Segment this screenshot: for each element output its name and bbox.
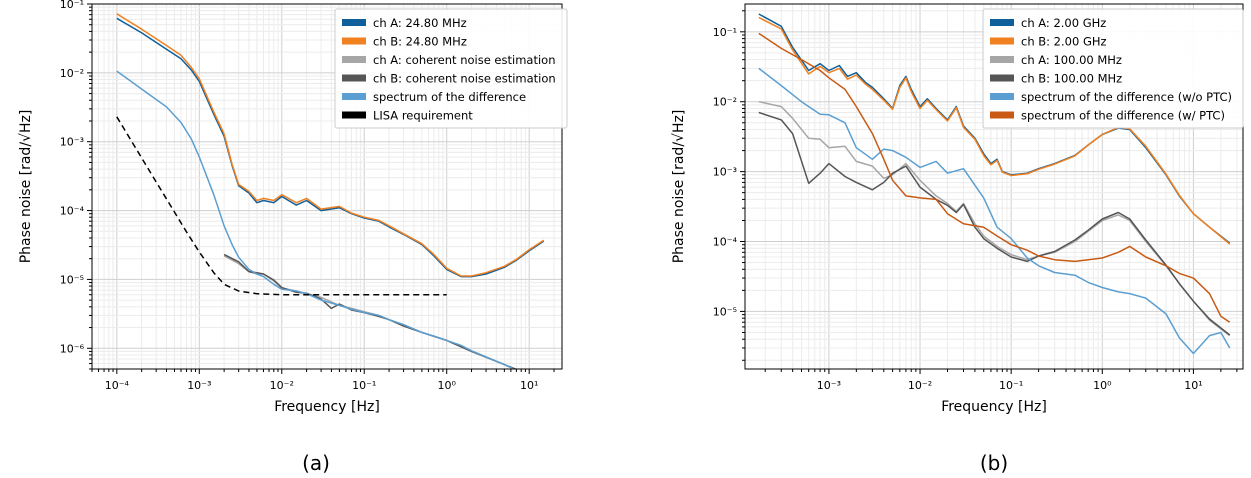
series-line-4 — [223, 253, 517, 369]
x-tick-label: 10⁻⁴ — [105, 379, 130, 392]
legend-label-2: ch B: 24.80 MHz — [373, 35, 467, 49]
legend-swatch-1 — [990, 19, 1014, 26]
y-axis-label: Phase noise [rad/√Hz] — [671, 110, 687, 264]
series-line-6 — [758, 32, 1231, 323]
x-tick-label: 10¹ — [1184, 379, 1202, 392]
legend-swatch-6 — [342, 111, 366, 119]
legend-swatch-2 — [990, 37, 1014, 45]
series-line-2 — [116, 13, 545, 277]
y-tick-label: 10⁻¹ — [713, 26, 737, 39]
series-group — [758, 13, 1231, 355]
chart-panel-a: 10⁻⁴ 10⁻³ 10⁻² 10⁻¹ 10⁰ 10¹ 10⁻⁶ 10⁻⁵ 10⁻⁴ 10⁻³ 10… — [18, 0, 568, 475]
legend-swatch-3 — [990, 56, 1014, 63]
x-tick-label: 10⁰ — [437, 379, 456, 392]
series-group — [116, 13, 545, 369]
legend-swatch-6 — [990, 111, 1014, 119]
y-tick-label: 10⁻² — [60, 67, 84, 80]
x-axis-label: Frequency [Hz] — [941, 399, 1047, 415]
legend-box — [334, 8, 568, 129]
y-tick-label: 10⁻² — [713, 96, 737, 109]
x-tick-label: 10⁻² — [270, 379, 294, 392]
y-tick-label: 10⁻³ — [713, 166, 737, 179]
legend-swatch-3 — [342, 56, 366, 63]
y-tick-label: 10⁻³ — [60, 136, 84, 149]
legend-label-2: ch B: 2.00 GHz — [1021, 35, 1107, 49]
legend-swatch-2 — [342, 37, 366, 45]
plot-frame — [744, 3, 1244, 370]
series-line-5 — [758, 67, 1231, 355]
legend-swatch-5 — [342, 93, 366, 100]
panel-label: (a) — [302, 451, 330, 475]
x-tick-label: 10⁻³ — [187, 379, 211, 392]
y-axis-label: Phase noise [rad/√Hz] — [18, 110, 34, 264]
x-tick-label: 10⁻² — [908, 379, 932, 392]
y-tick-label: 10⁻⁴ — [713, 236, 738, 249]
legend-swatch-5 — [990, 93, 1014, 100]
y-tick-label: 10⁻⁵ — [713, 305, 737, 318]
x-tick-label: 10⁻¹ — [352, 379, 376, 392]
legend-label-5: spectrum of the difference — [373, 90, 526, 104]
x-axis-label: Frequency [Hz] — [274, 399, 380, 415]
x-tick-label: 10⁰ — [1093, 379, 1112, 392]
chart-panel-b: 10⁻³10⁻²10⁻¹10⁰10¹10²10⁻⁵10⁻⁴10⁻³10⁻²10⁻… — [671, 3, 1244, 475]
legend-label-4: ch B: 100.00 MHz — [1021, 72, 1122, 86]
legend-swatch-4 — [990, 74, 1014, 82]
legend-label-4: ch B: coherent noise estimation — [373, 72, 556, 86]
legend-label-1: ch A: 2.00 GHz — [1021, 16, 1106, 30]
plot-frame — [91, 3, 563, 370]
legend-swatch-1 — [342, 19, 366, 26]
legend-label-3: ch A: 100.00 MHz — [1021, 53, 1122, 67]
x-tick-label: 10¹ — [520, 379, 538, 392]
series-line-5 — [116, 70, 516, 369]
legend: ch A: 2.00 GHz ch B: 2.00 GHz ch A: 100.00… — [982, 8, 1244, 129]
legend-label-6: LISA requirement — [373, 109, 473, 123]
legend: ch A: 24.80 MHz ch B: 24.80 MHz ch A: cohe… — [334, 8, 568, 129]
panel-label: (b) — [980, 451, 1008, 475]
legend-swatch-4 — [342, 74, 366, 82]
y-tick-label: 10⁻⁴ — [60, 205, 85, 218]
series-line-3 — [758, 100, 1231, 337]
series-line-4 — [758, 111, 1231, 336]
x-tick-label: 10⁻³ — [817, 379, 841, 392]
y-tick-label: 10⁻⁶ — [60, 342, 85, 355]
y-tick-label: 10⁻¹ — [60, 0, 84, 11]
y-tick-label: 10⁻⁵ — [60, 273, 84, 286]
legend-box — [982, 8, 1244, 129]
legend-label-3: ch A: coherent noise estimation — [373, 53, 555, 67]
legend-label-5: spectrum of the difference (w/o PTC) — [1021, 90, 1232, 104]
legend-label-1: ch A: 24.80 MHz — [373, 16, 467, 30]
x-tick-label: 10⁻¹ — [999, 379, 1023, 392]
legend-label-6: spectrum of the difference (w/ PTC) — [1021, 109, 1225, 123]
